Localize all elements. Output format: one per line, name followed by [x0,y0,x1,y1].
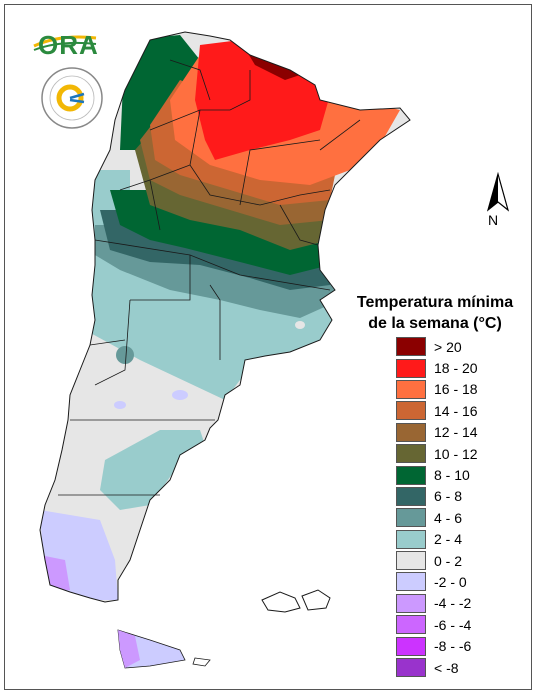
legend-swatch [396,615,426,635]
legend-swatch [396,486,426,506]
legend: > 20 18 - 20 16 - 18 14 - 16 12 - 14 10 - 12 8… [396,336,526,678]
legend-item: > 20 [396,336,526,357]
border-line-d [89,339,126,346]
north-label: N [488,212,499,228]
legend-label: 2 - 4 [434,531,463,548]
border-line-k [239,139,321,206]
border-line-i [149,70,251,131]
legend-label: > 20 [434,338,462,355]
legend-label: -6 - -4 [434,616,472,633]
legend-swatch [396,465,426,485]
island-small [192,657,211,667]
legend-title-line2: de la semana (°C) [368,315,502,332]
temp-spot-4-6 [116,346,134,364]
legend-label: 4 - 6 [434,509,463,526]
legend-label: 8 - 10 [434,467,470,484]
legend-item: 4 - 6 [396,507,526,528]
legend-label: 6 - 8 [434,488,463,505]
tierra-del-fuego-cold [118,630,140,668]
legend-swatch [396,358,426,378]
ora-logo-text: ORA [38,30,99,60]
legend-item: -2 - 0 [396,571,526,592]
legend-title: Temperatura mínima de la semana (°C) [340,292,530,334]
border-line-a [94,239,331,291]
temp-spot-minus2-0 [172,390,188,400]
north-arrow-icon [486,172,510,212]
legend-swatch [396,572,426,592]
legend-item: 8 - 10 [396,464,526,485]
temp-spot-minus2-0-b [114,401,126,409]
province-borders [58,59,361,496]
border-line-c [94,299,131,386]
legend-label: 16 - 18 [434,381,478,398]
legend-swatch [396,379,426,399]
legend-swatch [396,508,426,528]
legend-swatch [396,636,426,656]
border-line-e [209,284,221,360]
island-east [301,589,331,611]
island-west [261,591,301,613]
legend-label: 14 - 16 [434,402,478,419]
legend-item: < -8 [396,657,526,678]
legend-swatch [396,551,426,571]
legend-swatch [396,658,426,678]
legend-item: 10 - 12 [396,443,526,464]
temp-zone-2-4-south [100,430,205,510]
legend-item: 2 - 4 [396,529,526,550]
legend-label: 12 - 14 [434,424,478,441]
legend-label: < -8 [434,659,459,676]
legend-item: -4 - -2 [396,593,526,614]
legend-swatch [396,444,426,464]
border-line-n [169,59,211,101]
legend-swatch [396,593,426,613]
legend-item: 12 - 14 [396,422,526,443]
smn-logo-icon [41,67,103,129]
border-line-m [279,204,319,246]
border-line-b [130,255,191,301]
temp-spot-0-2 [295,321,305,329]
legend-label: -2 - 0 [434,573,467,590]
legend-item: -8 - -6 [396,635,526,656]
legend-label: -4 - -2 [434,595,472,612]
legend-label: 18 - 20 [434,360,478,377]
legend-item: 16 - 18 [396,379,526,400]
legend-swatch [396,529,426,549]
legend-item: 14 - 16 [396,400,526,421]
legend-swatch [396,401,426,421]
legend-swatch [396,422,426,442]
legend-item: -6 - -4 [396,614,526,635]
border-line-j [189,109,201,166]
legend-swatch [396,337,426,357]
border-line-o [319,119,361,151]
legend-item: 18 - 20 [396,357,526,378]
border-line-h [149,164,331,206]
legend-title-line1: Temperatura mínima [356,294,514,311]
temp-zone-18-20 [195,40,330,160]
ora-logo-icon [33,35,97,51]
legend-item: 0 - 2 [396,550,526,571]
border-line-l [119,179,161,231]
legend-label: 10 - 12 [434,445,478,462]
legend-label: 0 - 2 [434,552,463,569]
legend-label: -8 - -6 [434,638,472,655]
legend-item: 6 - 8 [396,486,526,507]
